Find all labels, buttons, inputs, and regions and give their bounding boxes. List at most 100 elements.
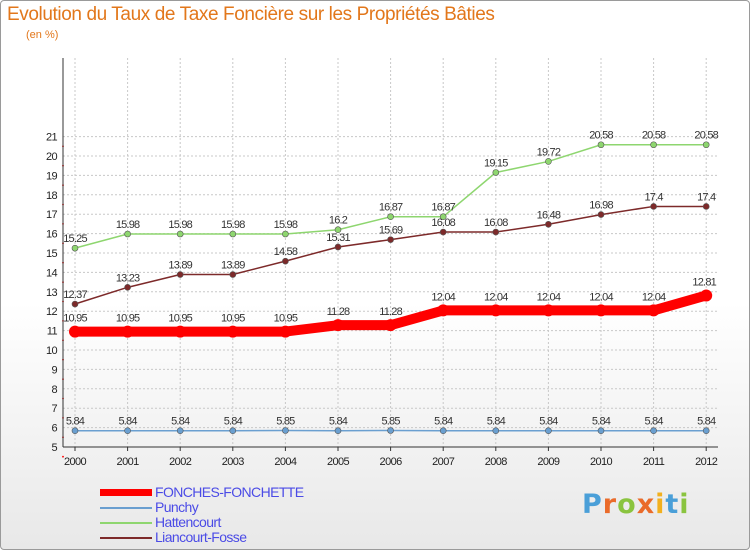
logo-letter: r xyxy=(602,489,618,520)
data-label: 16.08 xyxy=(431,217,455,229)
data-label: 10.95 xyxy=(168,313,192,325)
data-point xyxy=(650,141,657,149)
data-point xyxy=(492,169,500,176)
data-point xyxy=(124,230,131,238)
y-tick-label: 7 xyxy=(51,403,57,415)
chart-title: Evolution du Taux de Taxe Foncière sur l… xyxy=(7,4,495,25)
x-tick-label: 2002 xyxy=(169,456,192,468)
data-point xyxy=(176,427,184,435)
logo-letter: o xyxy=(617,489,637,520)
data-point xyxy=(387,427,394,434)
data-point xyxy=(176,271,184,278)
data-point xyxy=(702,427,710,435)
data-point xyxy=(542,304,555,317)
data-label: 5.84 xyxy=(644,416,663,428)
y-tick-label: 15 xyxy=(46,248,58,260)
data-label: 10.95 xyxy=(274,313,298,325)
y-tick-label: 12 xyxy=(46,306,58,318)
y-tick-label: 13 xyxy=(46,287,58,299)
data-label: 16.98 xyxy=(589,200,613,212)
data-label: 12.04 xyxy=(484,291,508,303)
series xyxy=(69,141,713,435)
data-point xyxy=(334,427,342,435)
data-label: 15.31 xyxy=(326,232,350,244)
data-label: 13.23 xyxy=(116,272,140,284)
x-tick-label: 2008 xyxy=(485,456,508,468)
x-tick-label: 2007 xyxy=(432,456,455,468)
data-label: 5.84 xyxy=(224,416,243,428)
y-tick-label: 20 xyxy=(46,151,58,163)
data-point xyxy=(69,325,81,338)
data-point xyxy=(545,220,552,228)
data-point xyxy=(282,257,289,265)
data-point xyxy=(437,304,450,317)
data-point xyxy=(334,243,342,251)
data-point xyxy=(332,319,344,332)
data-label: 15.25 xyxy=(63,233,87,245)
data-point xyxy=(229,271,237,278)
data-point xyxy=(545,427,552,435)
x-tick-label: 2003 xyxy=(222,456,245,468)
data-labels: 5.84 5.84 5.84 5.84 5.85 5.84 5.85 5.84 5.84 5.84… xyxy=(63,130,719,428)
y-tick-label: 19 xyxy=(46,170,58,182)
x-tick-label: 2001 xyxy=(117,456,140,468)
data-point xyxy=(71,300,79,308)
y-tick-label: 21 xyxy=(46,132,58,144)
data-label: 12.81 xyxy=(692,276,716,288)
x-tick-label: 2010 xyxy=(590,456,613,468)
data-point xyxy=(226,325,239,338)
data-point xyxy=(650,427,657,435)
data-label: 15.69 xyxy=(379,225,403,237)
data-point xyxy=(597,211,605,218)
data-point xyxy=(702,203,710,210)
grid xyxy=(63,58,718,447)
y-tick-label: 14 xyxy=(46,267,58,279)
data-point xyxy=(71,427,79,435)
data-label: 14.58 xyxy=(274,246,298,258)
data-label: 16.48 xyxy=(537,209,561,221)
data-point xyxy=(650,203,657,210)
data-label: 15.98 xyxy=(168,219,192,231)
data-label: 5.84 xyxy=(539,416,558,428)
data-label: 17.4 xyxy=(644,191,663,203)
data-label: 16.08 xyxy=(484,217,508,229)
data-point xyxy=(229,427,237,435)
x-tick-label: 2004 xyxy=(274,456,297,468)
legend-swatch-hattencourt xyxy=(100,522,152,524)
data-point xyxy=(387,236,394,243)
logo-letter: t xyxy=(665,489,680,520)
data-label: 16.87 xyxy=(431,202,455,214)
logo-letter: x xyxy=(636,489,656,520)
proxiti-logo: Proxiti xyxy=(582,489,690,520)
data-label: 10.95 xyxy=(221,313,245,325)
data-point xyxy=(282,230,289,238)
data-point xyxy=(279,325,292,338)
logo-letter: P xyxy=(582,489,603,520)
y-tick-label: 11 xyxy=(47,326,58,338)
data-label: 10.95 xyxy=(116,313,140,325)
data-label: 5.84 xyxy=(434,416,453,428)
legend-swatch-liancourt-fosse xyxy=(100,537,152,539)
data-point xyxy=(124,284,131,291)
data-label: 5.84 xyxy=(592,416,611,428)
data-point xyxy=(176,230,184,238)
data-point xyxy=(282,427,289,434)
data-label: 16.87 xyxy=(379,202,403,214)
data-label: 5.84 xyxy=(171,416,190,428)
y-tick-label: 9 xyxy=(51,364,57,376)
data-point xyxy=(595,304,607,317)
data-point xyxy=(545,158,552,165)
data-point xyxy=(334,226,342,234)
data-label: 12.04 xyxy=(537,291,561,303)
data-label: 20.58 xyxy=(642,130,666,142)
data-label: 13.89 xyxy=(221,260,245,272)
data-point xyxy=(439,427,447,435)
data-label: 5.84 xyxy=(697,416,716,428)
data-label: 5.84 xyxy=(66,416,85,428)
data-label: 5.84 xyxy=(118,416,137,428)
x-tick-label: 2005 xyxy=(327,456,350,468)
data-label: 19.15 xyxy=(484,157,508,169)
legend-label: Hattencourt xyxy=(155,514,221,530)
data-label: 15.98 xyxy=(221,219,245,231)
